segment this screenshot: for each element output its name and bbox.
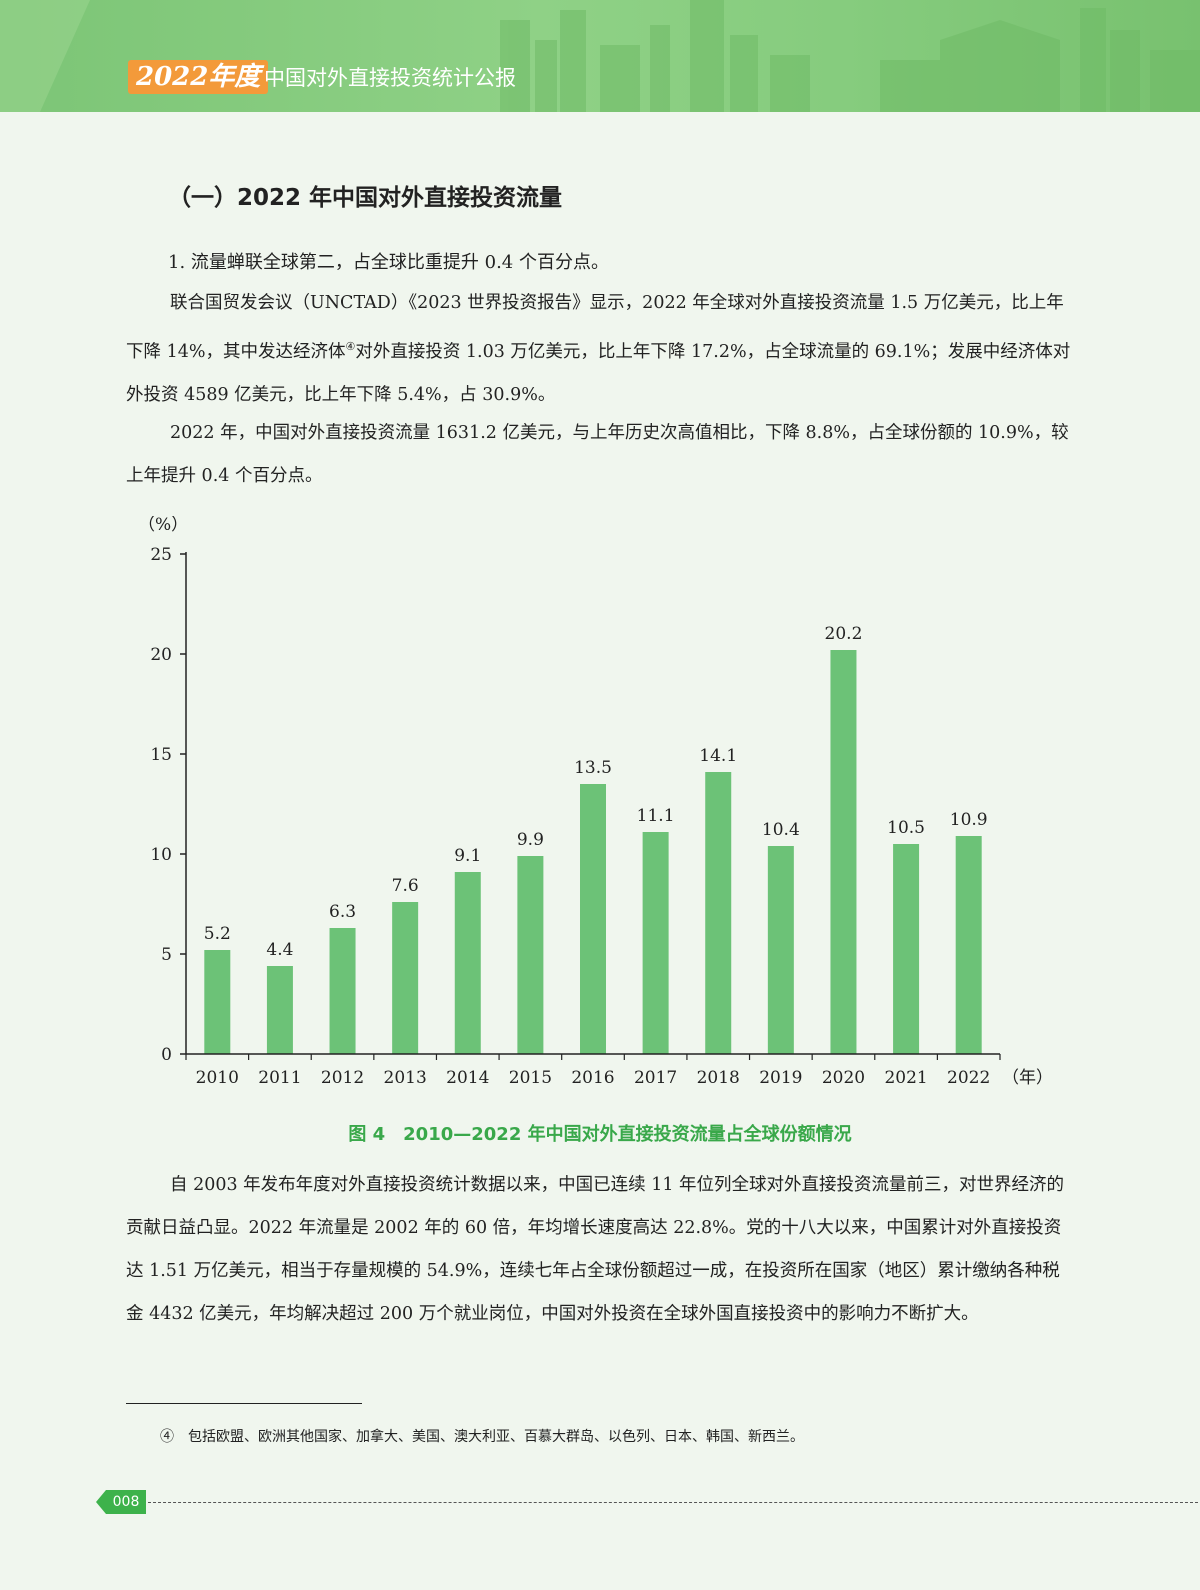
y-tick-label: 5 bbox=[161, 945, 172, 965]
bar-2012 bbox=[329, 928, 356, 1054]
x-tick-label: 2020 bbox=[822, 1068, 865, 1088]
bar-2018 bbox=[705, 772, 732, 1054]
data-label: 13.5 bbox=[574, 758, 612, 778]
x-tick-label: 2013 bbox=[384, 1068, 427, 1088]
bar-2017 bbox=[642, 832, 669, 1054]
data-label: 14.1 bbox=[699, 746, 737, 766]
bar-2021 bbox=[893, 844, 920, 1054]
y-tick-label: 25 bbox=[150, 545, 172, 565]
x-tick-label: 2010 bbox=[196, 1068, 239, 1088]
bar-2019 bbox=[767, 846, 794, 1054]
x-tick-label: 2011 bbox=[258, 1068, 301, 1088]
footnote: ④ 包括欧盟、欧洲其他国家、加拿大、美国、澳大利亚、百慕大群岛、以色列、日本、韩… bbox=[160, 1429, 804, 1445]
figure-caption: 图 4 2010—2022 年中国对外直接投资流量占全球份额情况 bbox=[348, 1124, 852, 1145]
data-label: 9.1 bbox=[454, 846, 481, 866]
footnote-mark: ④ bbox=[345, 340, 356, 353]
data-label: 10.5 bbox=[887, 818, 925, 838]
data-label: 20.2 bbox=[825, 624, 863, 644]
x-tick-label: 2014 bbox=[446, 1068, 489, 1088]
bar-chart: 0 5 10 15 20 25 2010 2011 2012 2013 2014 2015 2016 2… bbox=[138, 516, 1053, 1088]
paragraph-global-fdi-part1: 联合国贸发会议（UNCTAD）《2023 世界投资报告》显示，2022 年全球对… bbox=[126, 293, 1064, 362]
bar-2020 bbox=[830, 650, 857, 1054]
y-tick-label: 20 bbox=[150, 645, 172, 665]
bar-2015 bbox=[517, 856, 544, 1054]
page-number: 008 bbox=[112, 1494, 140, 1510]
data-label: 6.3 bbox=[329, 902, 356, 922]
x-tick-label: 2021 bbox=[884, 1068, 927, 1088]
x-tick-label: 2018 bbox=[697, 1068, 740, 1088]
y-axis-unit: （%） bbox=[138, 516, 188, 535]
bar-2016 bbox=[580, 784, 606, 1054]
city-skyline-decoration bbox=[0, 0, 1200, 112]
paragraph-global-fdi: 联合国贸发会议（UNCTAD）《2023 世界投资报告》显示，2022 年全球对… bbox=[126, 282, 1072, 417]
bar-2011 bbox=[266, 966, 293, 1054]
data-label: 10.9 bbox=[950, 810, 988, 830]
bar-2022 bbox=[955, 836, 982, 1054]
x-tick-label: 2016 bbox=[571, 1068, 614, 1088]
data-label: 5.2 bbox=[204, 924, 231, 944]
y-tick-label: 15 bbox=[150, 745, 172, 765]
page-header: 2022年度 中国对外直接投资统计公报 bbox=[0, 0, 1200, 112]
report-title: 中国对外直接投资统计公报 bbox=[264, 66, 516, 90]
year-tag: 2022年度 bbox=[128, 60, 269, 94]
bar-2013 bbox=[392, 902, 419, 1054]
data-label: 9.9 bbox=[517, 830, 544, 850]
x-tick-label: 2019 bbox=[759, 1068, 802, 1088]
data-label: 10.4 bbox=[762, 820, 800, 840]
x-tick-label: 2022 bbox=[947, 1068, 990, 1088]
page-footer-rule bbox=[148, 1502, 1198, 1503]
section-title: （一）2022 年中国对外直接投资流量 bbox=[168, 185, 563, 211]
data-label: 7.6 bbox=[392, 876, 419, 896]
y-tick-label: 10 bbox=[150, 845, 172, 865]
y-tick-label: 0 bbox=[161, 1045, 172, 1065]
bar-2010 bbox=[204, 950, 231, 1054]
page-number-tab bbox=[96, 1490, 146, 1514]
x-tick-label: 2012 bbox=[321, 1068, 364, 1088]
data-label: 4.4 bbox=[266, 940, 293, 960]
paragraph-global-fdi-part2: 对外直接投资 1.03 万亿美元，比上年下降 17.2%，占全球流量的 69.1… bbox=[126, 341, 1071, 405]
sub-title: 1. 流量蝉联全球第二，占全球比重提升 0.4 个百分点。 bbox=[168, 252, 609, 273]
x-axis-unit: （年） bbox=[1002, 1068, 1053, 1088]
x-tick-label: 2015 bbox=[509, 1068, 552, 1088]
data-label: 11.1 bbox=[637, 806, 675, 826]
x-tick-label: 2017 bbox=[634, 1068, 677, 1088]
paragraph-summary: 自 2003 年发布年度对外直接投资统计数据以来，中国已连续 11 年位列全球对… bbox=[126, 1175, 1065, 1324]
bar-2014 bbox=[454, 872, 481, 1054]
paragraph-china-fdi: 2022 年，中国对外直接投资流量 1631.2 亿美元，与上年历史次高值相比，… bbox=[126, 423, 1069, 486]
footnote-divider bbox=[126, 1403, 362, 1404]
